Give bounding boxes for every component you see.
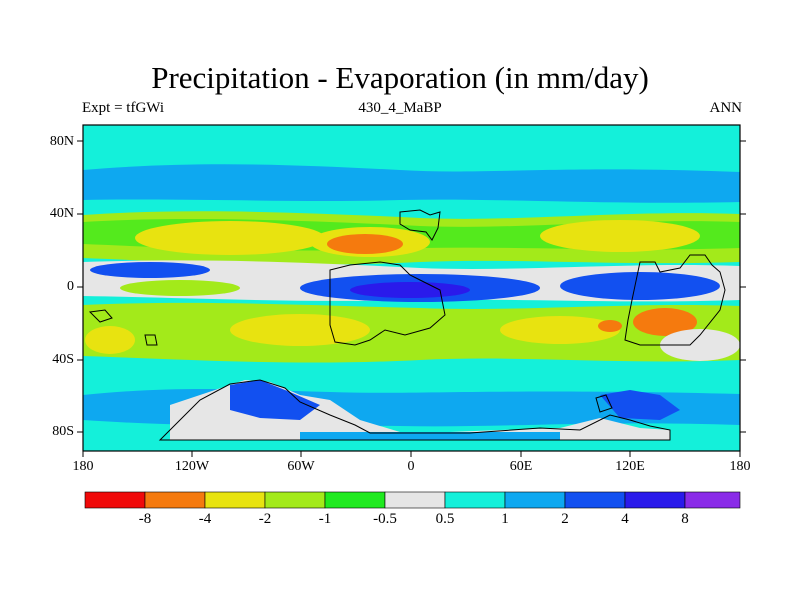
contour-field xyxy=(83,125,740,451)
lon-ticks xyxy=(82,451,741,457)
lat-label-80n: 80N xyxy=(49,134,74,149)
lon-label-180e: 180 xyxy=(729,459,751,474)
colorbar-swatch-5 xyxy=(324,491,386,509)
lon-label-120e: 120E xyxy=(615,459,645,474)
lat-label-40s: 40S xyxy=(52,352,74,367)
map-title: Precipitation - Evaporation (in mm/day) xyxy=(151,60,649,95)
colorbar-swatch-4 xyxy=(264,491,326,509)
colorbar-swatch-9 xyxy=(564,491,626,509)
lon-label-120w: 120W xyxy=(174,459,210,474)
colorbar-label-9: 4 xyxy=(621,511,629,527)
colorbar-swatch-7 xyxy=(444,491,506,509)
colorbar-swatch-6 xyxy=(384,491,446,509)
colorbar-label-10: 8 xyxy=(681,511,689,527)
lon-label-60e: 60E xyxy=(509,459,533,474)
lat-label-eq: 0 xyxy=(67,279,74,294)
lon-label-0: 0 xyxy=(407,459,415,474)
colorbar-label-8: 2 xyxy=(561,511,569,527)
colorbar-label-5: -0.5 xyxy=(373,511,397,527)
colorbar-label-2: -4 xyxy=(198,511,212,527)
lat-label-40n: 40N xyxy=(49,206,74,221)
lon-label-60w: 60W xyxy=(287,459,315,474)
colorbar-label-4: -1 xyxy=(318,511,332,527)
colorbar-label-1: -8 xyxy=(138,511,152,527)
lon-label-180w: 180 xyxy=(72,459,94,474)
period-label: 430_4_MaBP xyxy=(358,100,442,116)
colorbar-swatch-2 xyxy=(144,491,206,509)
coastlines xyxy=(88,209,726,441)
colorbar-swatch-3 xyxy=(204,491,266,509)
colorbar xyxy=(84,491,741,509)
colorbar-label-6: 0.5 xyxy=(435,511,455,527)
lat-label-80s: 80S xyxy=(52,424,74,439)
colorbar-label-3: -2 xyxy=(258,511,272,527)
colorbar-swatch-8 xyxy=(504,491,566,509)
season-label: ANN xyxy=(709,100,743,116)
colorbar-swatch-10 xyxy=(624,491,686,509)
colorbar-swatch-1 xyxy=(84,491,146,509)
lat-ticks xyxy=(77,140,746,433)
experiment-label: Expt = tfGWi xyxy=(82,100,165,116)
colorbar-swatch-11 xyxy=(684,491,741,509)
colorbar-label-7: 1 xyxy=(501,511,509,527)
